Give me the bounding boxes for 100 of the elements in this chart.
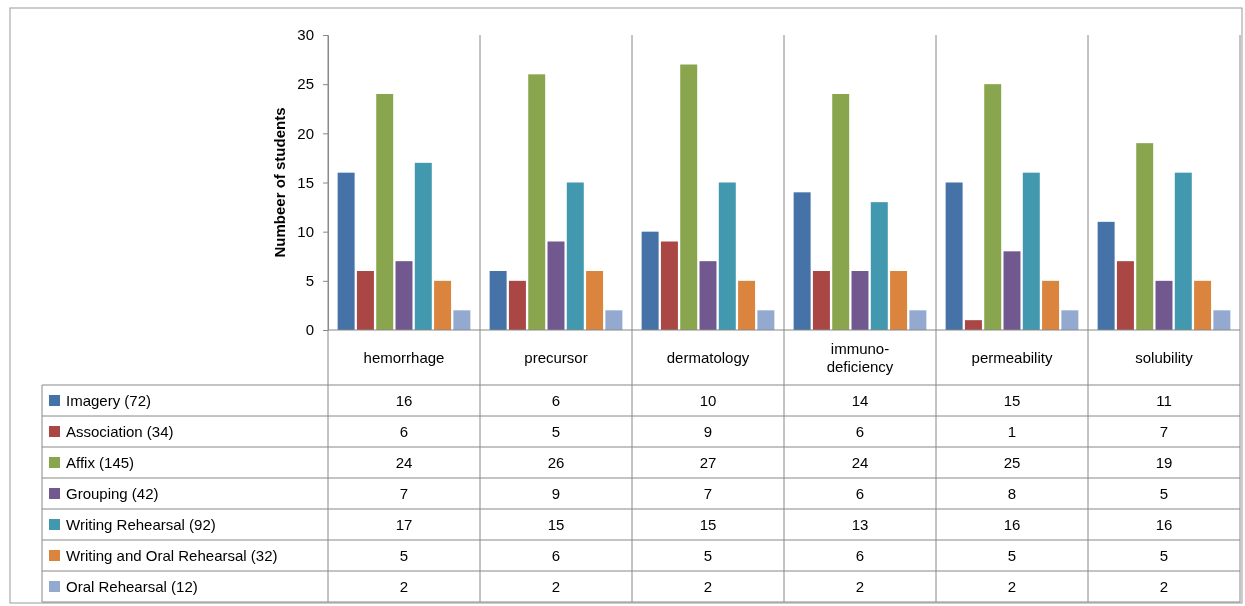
bar (605, 310, 623, 330)
legend-label: Writing Rehearsal (92) (66, 516, 216, 533)
data-label: 9 (703, 423, 713, 440)
bar (680, 64, 698, 330)
bar (909, 310, 927, 330)
bar (945, 182, 963, 330)
data-label: 6 (551, 547, 561, 564)
bar (395, 261, 413, 330)
data-label: 7 (1159, 423, 1169, 440)
x-tick-label: hemorrhage (363, 348, 445, 366)
bar (1136, 143, 1154, 330)
data-label: 15 (547, 516, 565, 533)
bar (508, 280, 526, 330)
legend-label: Imagery (72) (66, 392, 152, 409)
y-tick-label: 0 (305, 321, 314, 339)
data-label: 2 (1007, 578, 1017, 595)
bar (586, 271, 604, 330)
bar (870, 202, 888, 330)
data-label: 5 (1159, 485, 1169, 502)
bar (660, 241, 678, 330)
bar (1174, 172, 1192, 330)
data-label: 7 (703, 485, 713, 502)
data-label: 25 (1003, 454, 1021, 471)
data-label: 24 (851, 454, 869, 471)
data-label: 5 (399, 547, 409, 564)
bar (547, 241, 565, 330)
bar (489, 271, 507, 330)
bar (890, 271, 908, 330)
data-label: 19 (1155, 454, 1173, 471)
legend-label: Oral Rehearsal (12) (66, 578, 198, 595)
bar (453, 310, 471, 330)
bar (793, 192, 811, 330)
data-label: 27 (699, 454, 717, 471)
data-label: 7 (399, 485, 409, 502)
data-label: 6 (855, 485, 865, 502)
y-tick-label: 30 (297, 26, 314, 44)
bar (1155, 280, 1173, 330)
bar (566, 182, 584, 330)
y-tick-label: 5 (305, 272, 314, 290)
data-label: 15 (699, 516, 717, 533)
data-label: 16 (1155, 516, 1173, 533)
data-label: 1 (1007, 423, 1017, 440)
y-tick-label: 10 (297, 222, 314, 240)
bar (1042, 280, 1060, 330)
bar (812, 271, 830, 330)
data-label: 2 (551, 578, 561, 595)
data-label: 6 (551, 392, 561, 409)
data-label: 6 (855, 547, 865, 564)
bar (528, 74, 546, 330)
bar (376, 94, 394, 330)
data-label: 2 (703, 578, 713, 595)
bar (1003, 251, 1021, 330)
bar (641, 231, 659, 330)
data-label: 10 (699, 392, 717, 409)
x-tick-label: precursor (524, 348, 588, 366)
bar (1194, 280, 1212, 330)
data-label: 14 (851, 392, 869, 409)
data-label: 5 (1007, 547, 1017, 564)
bar (984, 84, 1002, 330)
data-label: 2 (1159, 578, 1169, 595)
bar (434, 280, 452, 330)
data-label: 24 (395, 454, 413, 471)
bar (757, 310, 775, 330)
bar (414, 162, 432, 330)
bar (1116, 261, 1134, 330)
y-tick-label: 15 (297, 173, 314, 191)
legend-label: Association (34) (66, 423, 174, 440)
bar (964, 320, 982, 330)
x-tick-label: solubility (1135, 348, 1194, 366)
legend-label: Grouping (42) (66, 485, 159, 502)
data-label: 2 (855, 578, 865, 595)
data-label: 2 (399, 578, 409, 595)
y-tick-label: 25 (297, 75, 314, 93)
x-tick-label: immuno-deficiency (826, 339, 894, 375)
data-label: 5 (1159, 547, 1169, 564)
bar (1097, 221, 1115, 330)
data-label: 17 (395, 516, 413, 533)
bar (832, 94, 850, 330)
data-label: 5 (703, 547, 713, 564)
data-label: 6 (399, 423, 409, 440)
bar (1061, 310, 1079, 330)
bar (1022, 172, 1040, 330)
data-label: 11 (1156, 392, 1172, 409)
y-axis-title: Numbeer of students (271, 107, 288, 258)
data-label: 13 (851, 516, 869, 533)
bar (699, 261, 717, 330)
legend-label: Affix (145) (66, 454, 135, 471)
x-tick-label: dermatology (666, 348, 750, 366)
bar (738, 280, 756, 330)
data-label: 5 (551, 423, 561, 440)
data-label: 9 (551, 485, 561, 502)
data-label: 8 (1007, 485, 1017, 502)
bar (337, 172, 355, 330)
legend-label: Writing and Oral Rehearsal (32) (66, 547, 278, 564)
x-tick-label: permeability (971, 348, 1053, 366)
data-label: 26 (547, 454, 565, 471)
bar (851, 271, 869, 330)
y-tick-label: 20 (297, 124, 314, 142)
data-label: 16 (395, 392, 413, 409)
data-label: 15 (1003, 392, 1021, 409)
